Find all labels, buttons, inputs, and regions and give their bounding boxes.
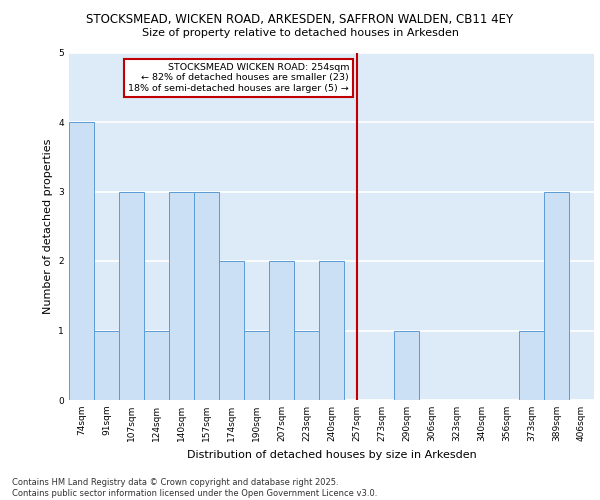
Bar <box>144 330 169 400</box>
Bar <box>69 122 94 400</box>
Text: STOCKSMEAD WICKEN ROAD: 254sqm
← 82% of detached houses are smaller (23)
18% of : STOCKSMEAD WICKEN ROAD: 254sqm ← 82% of … <box>128 63 349 92</box>
Bar <box>544 192 569 400</box>
Text: Contains HM Land Registry data © Crown copyright and database right 2025.
Contai: Contains HM Land Registry data © Crown c… <box>12 478 377 498</box>
Bar <box>244 330 269 400</box>
Bar <box>169 192 194 400</box>
Bar <box>194 192 219 400</box>
Bar <box>319 261 344 400</box>
Y-axis label: Number of detached properties: Number of detached properties <box>43 138 53 314</box>
Bar <box>394 330 419 400</box>
Text: Size of property relative to detached houses in Arkesden: Size of property relative to detached ho… <box>142 28 458 38</box>
Bar <box>294 330 319 400</box>
Bar <box>119 192 144 400</box>
Bar <box>519 330 544 400</box>
Bar <box>269 261 294 400</box>
X-axis label: Distribution of detached houses by size in Arkesden: Distribution of detached houses by size … <box>187 450 476 460</box>
Text: STOCKSMEAD, WICKEN ROAD, ARKESDEN, SAFFRON WALDEN, CB11 4EY: STOCKSMEAD, WICKEN ROAD, ARKESDEN, SAFFR… <box>86 12 514 26</box>
Bar <box>94 330 119 400</box>
Bar <box>219 261 244 400</box>
